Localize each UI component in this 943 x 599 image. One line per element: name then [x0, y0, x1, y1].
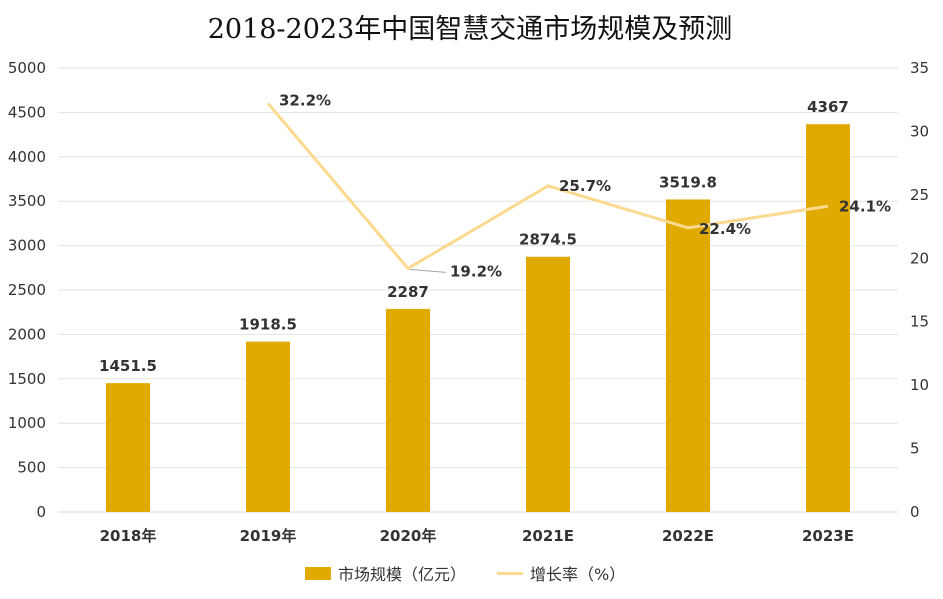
bar-value-label: 2287	[387, 283, 429, 301]
bar-value-label: 2874.5	[519, 231, 577, 249]
bar	[386, 308, 430, 512]
line-value-label: 32.2%	[279, 92, 331, 110]
growth-rate-line	[266, 102, 829, 270]
left-y-tick-label: 1000	[8, 414, 46, 432]
bar	[806, 124, 850, 513]
right-y-tick-label: 0	[910, 503, 920, 521]
bar	[526, 256, 570, 512]
left-y-tick-label: 4000	[8, 148, 46, 166]
line-value-label: 19.2%	[450, 262, 502, 280]
watermark: 搜狐号@犀牛之星	[781, 567, 925, 589]
left-y-tick-label: 0	[36, 503, 46, 521]
line-labels: 32.2% 19.2% 25.7% 22.4% 24.1%	[279, 92, 891, 281]
legend: 市场规模（亿元） 增长率（%）	[305, 565, 625, 584]
chart-title: 2018-2023年中国智慧交通市场规模及预测	[208, 14, 733, 45]
left-y-axis: 0 500 1000 1500 2000 2500 3000 3500 4000 4500 5000	[8, 59, 46, 521]
bar	[106, 383, 150, 512]
left-y-tick-label: 500	[17, 459, 46, 477]
x-axis-labels: 2018年 2019年 2020年 2021E 2022E 2023E	[100, 527, 854, 545]
leader-line	[409, 268, 447, 273]
left-y-tick-label: 2500	[8, 281, 46, 299]
bar-value-label: 1918.5	[239, 316, 297, 334]
right-y-tick-label: 10	[910, 376, 929, 394]
right-y-tick-label: 35	[910, 59, 929, 77]
x-axis-label: 2020年	[380, 527, 437, 545]
x-axis-label: 2021E	[522, 527, 574, 545]
x-axis-label: 2023E	[802, 527, 854, 545]
bar-value-label: 4367	[807, 98, 849, 116]
legend-label-line: 增长率（%）	[530, 565, 625, 584]
right-y-axis: 0 5 10 15 20 25 30 35	[910, 59, 929, 521]
x-axis-label: 2018年	[100, 527, 157, 545]
right-y-tick-label: 15	[910, 313, 929, 331]
right-y-tick-label: 25	[910, 186, 929, 204]
bar	[666, 199, 710, 512]
left-y-tick-label: 3000	[8, 237, 46, 255]
line-value-label: 25.7%	[559, 177, 611, 195]
legend-swatch-bar	[305, 567, 331, 580]
line-value-label: 22.4%	[699, 220, 751, 238]
left-y-tick-label: 3500	[8, 192, 46, 210]
x-axis-label: 2022E	[662, 527, 714, 545]
x-axis-label: 2019年	[240, 527, 297, 545]
left-y-tick-label: 5000	[8, 59, 46, 77]
bar-value-label: 3519.8	[659, 173, 717, 191]
right-y-tick-label: 5	[910, 440, 920, 458]
bar-value-label: 1451.5	[99, 357, 157, 375]
left-y-tick-label: 4500	[8, 103, 46, 121]
left-y-tick-label: 2000	[8, 325, 46, 343]
line-series	[266, 102, 829, 270]
gridlines	[58, 67, 898, 469]
bar-series	[106, 124, 850, 513]
bar-labels: 1451.5 1918.5 2287 2874.5 3519.8 4367	[99, 98, 849, 375]
left-y-tick-label: 1500	[8, 370, 46, 388]
bar	[246, 341, 290, 512]
legend-label-bar: 市场规模（亿元）	[338, 565, 466, 584]
line-value-label: 24.1%	[839, 197, 891, 215]
right-y-tick-label: 20	[910, 249, 929, 267]
right-y-tick-label: 30	[910, 122, 929, 140]
